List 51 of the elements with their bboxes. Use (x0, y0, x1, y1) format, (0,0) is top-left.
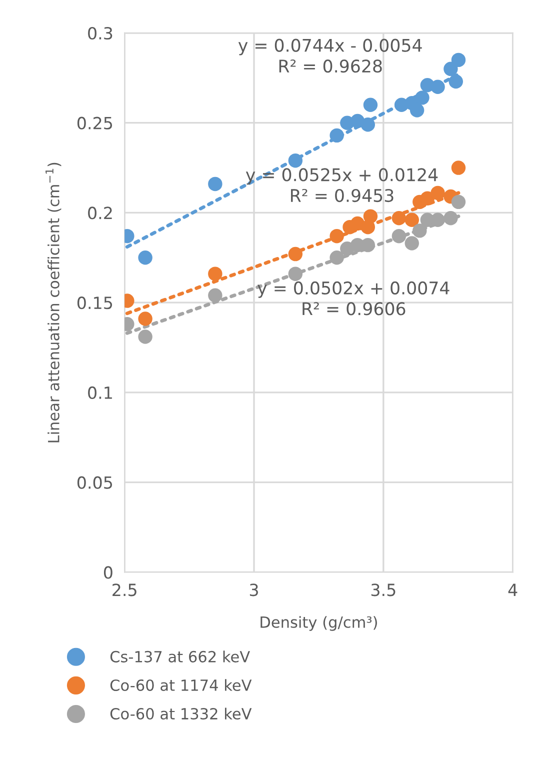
point (451, 160, 466, 175)
point (420, 191, 435, 206)
legend-label: Co-60 at 1332 keV (110, 708, 252, 720)
point (392, 210, 406, 226)
point (444, 62, 458, 76)
y-tick-label: 0.15 (77, 296, 112, 310)
y-tick-label: 0.05 (77, 476, 112, 489)
x-tick-label: 3.5 (371, 584, 396, 596)
point (330, 250, 344, 265)
point (404, 212, 420, 228)
point (430, 186, 445, 200)
point (330, 228, 344, 244)
point (330, 128, 344, 143)
y-tick-label: 0.2 (88, 206, 112, 220)
point (410, 103, 424, 118)
point (288, 153, 303, 168)
point (360, 238, 376, 252)
point (430, 80, 445, 94)
point (138, 330, 152, 344)
x-tick-label: 2.5 (112, 584, 136, 596)
point (448, 74, 464, 89)
point (138, 250, 152, 265)
point (363, 98, 378, 112)
y-tick-label: 0.25 (77, 116, 112, 130)
point (138, 312, 152, 326)
legend-label: Cs-137 at 662 keV (110, 650, 250, 662)
y-tick-label: 0 (104, 566, 112, 579)
point (404, 236, 420, 250)
annotation: y = 0.0502x + 0.0074 R² = 0.9606 (258, 281, 450, 316)
point (360, 118, 376, 132)
point (451, 194, 466, 210)
point (451, 52, 466, 68)
y-tick-label: 0.1 (88, 386, 112, 400)
point (412, 224, 427, 238)
point (208, 176, 222, 192)
point (363, 209, 378, 224)
x-tick-label: 3 (250, 584, 258, 596)
point (208, 266, 222, 281)
point (288, 266, 303, 281)
legend-label: Co-60 at 1174 keV (110, 679, 252, 691)
x-tick-label: 4 (508, 584, 518, 596)
point (392, 228, 406, 244)
x-axis-title: Density (g/cm³) (260, 616, 377, 631)
point (288, 246, 303, 262)
y-axis-title: Linear attenuation coefficient (cm$^{−1}$) (46, 162, 62, 442)
point (444, 210, 458, 226)
point (208, 288, 222, 303)
point (430, 212, 445, 228)
point (415, 90, 430, 105)
annotation: y = 0.0744x - 0.0054 R² = 0.9628 (238, 38, 422, 73)
y-tick-label: 0.3 (88, 26, 112, 40)
